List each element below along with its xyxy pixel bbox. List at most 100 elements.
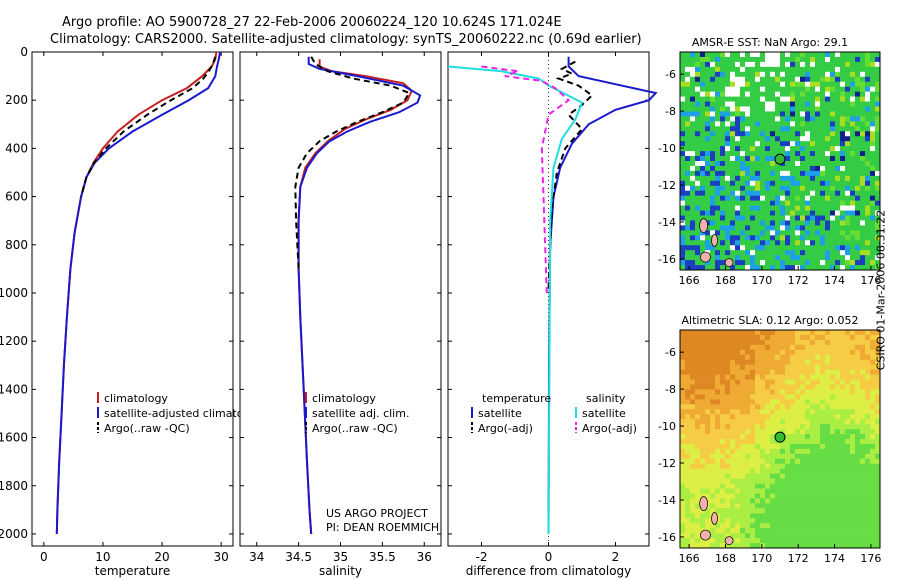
map-cell: [825, 359, 831, 365]
map-cell: [720, 523, 726, 529]
map-cell: [870, 409, 876, 415]
map-cell: [735, 468, 741, 474]
map-cell: [700, 379, 706, 385]
map-cell: [735, 513, 741, 519]
map-cell: [785, 265, 791, 271]
map-cell: [700, 483, 706, 489]
map-cell: [700, 265, 706, 271]
map-cell: [770, 394, 776, 400]
map-cell: [705, 71, 711, 78]
map-cell: [835, 146, 841, 152]
map-cell: [715, 349, 721, 356]
map-cell: [685, 250, 691, 256]
map-cell: [825, 543, 831, 549]
map-cell: [720, 508, 726, 514]
map-cell: [790, 205, 796, 211]
map-cell: [840, 56, 846, 63]
map-cell: [870, 513, 876, 519]
map-cell: [755, 389, 761, 395]
map-cell: [725, 151, 731, 157]
map-cell: [815, 230, 821, 236]
map-cell: [775, 190, 781, 196]
map-cell: [770, 503, 776, 509]
map-cell: [780, 141, 786, 147]
map-cell: [780, 265, 786, 271]
map-cell: [800, 190, 806, 196]
map-cell: [865, 141, 871, 147]
map-cell: [685, 543, 691, 549]
map-cell: [870, 86, 876, 92]
map-cell: [810, 161, 816, 167]
map-cell: [820, 439, 826, 445]
map-cell: [680, 76, 686, 83]
map-cell: [855, 255, 861, 261]
map-cell: [680, 493, 686, 499]
map-cell: [750, 538, 756, 544]
map-cell: [760, 52, 766, 58]
map-cell: [680, 61, 686, 68]
map-cell: [810, 448, 816, 455]
map-cell: [850, 156, 856, 162]
map-cell: [780, 86, 786, 92]
map-cell: [715, 180, 721, 187]
map-cell: [715, 404, 721, 410]
map-cell: [875, 429, 881, 435]
map-cell: [705, 384, 711, 390]
map-cell: [785, 354, 791, 361]
map-cell: [840, 161, 846, 167]
map-cell: [720, 56, 726, 63]
map-cell: [750, 429, 756, 435]
map-cell: [755, 369, 761, 375]
map-cell: [835, 409, 841, 415]
map-cell: [830, 354, 836, 361]
map-cell: [760, 91, 766, 97]
map-cell: [730, 374, 736, 380]
map-cell: [860, 101, 866, 107]
map-cell: [790, 508, 796, 514]
map-cell: [800, 384, 806, 390]
map-cell: [710, 498, 716, 504]
map-cell: [725, 141, 731, 147]
map-cell: [765, 106, 771, 112]
map-cell: [775, 61, 781, 68]
map-cell: [865, 379, 871, 385]
map-cell: [780, 503, 786, 509]
map-cell: [855, 543, 861, 549]
map-cell: [695, 389, 701, 395]
map-cell: [805, 528, 811, 534]
map-cell: [845, 503, 851, 509]
map-cell: [795, 533, 801, 539]
map-cell: [850, 414, 856, 420]
map-cell: [740, 121, 746, 127]
map-cell: [815, 414, 821, 420]
map-cell: [775, 429, 781, 435]
map-cell: [705, 101, 711, 107]
map-cell: [735, 255, 741, 261]
map-cell: [840, 175, 846, 182]
map-cell: [825, 210, 831, 216]
map-cell: [805, 255, 811, 261]
map-cell: [845, 215, 851, 221]
map-cell: [725, 414, 731, 420]
map-cell: [725, 121, 731, 127]
map-cell: [840, 493, 846, 499]
map-cell: [775, 458, 781, 465]
map-cell: [865, 126, 871, 132]
map-cell: [860, 344, 866, 351]
map-cell: [875, 255, 881, 261]
map-cell: [720, 121, 726, 127]
map-cell: [730, 389, 736, 395]
map-cell: [835, 121, 841, 127]
map-cell: [765, 156, 771, 162]
map-cell: [815, 190, 821, 196]
map-cell: [725, 528, 731, 534]
map-cell: [860, 369, 866, 375]
map-cell: [870, 543, 876, 549]
map-cell: [795, 429, 801, 435]
map-cell: [720, 538, 726, 544]
map-cell: [720, 205, 726, 211]
map-cell: [695, 56, 701, 63]
map-cell: [835, 101, 841, 107]
map-cell: [735, 250, 741, 256]
map-cell: [730, 151, 736, 157]
